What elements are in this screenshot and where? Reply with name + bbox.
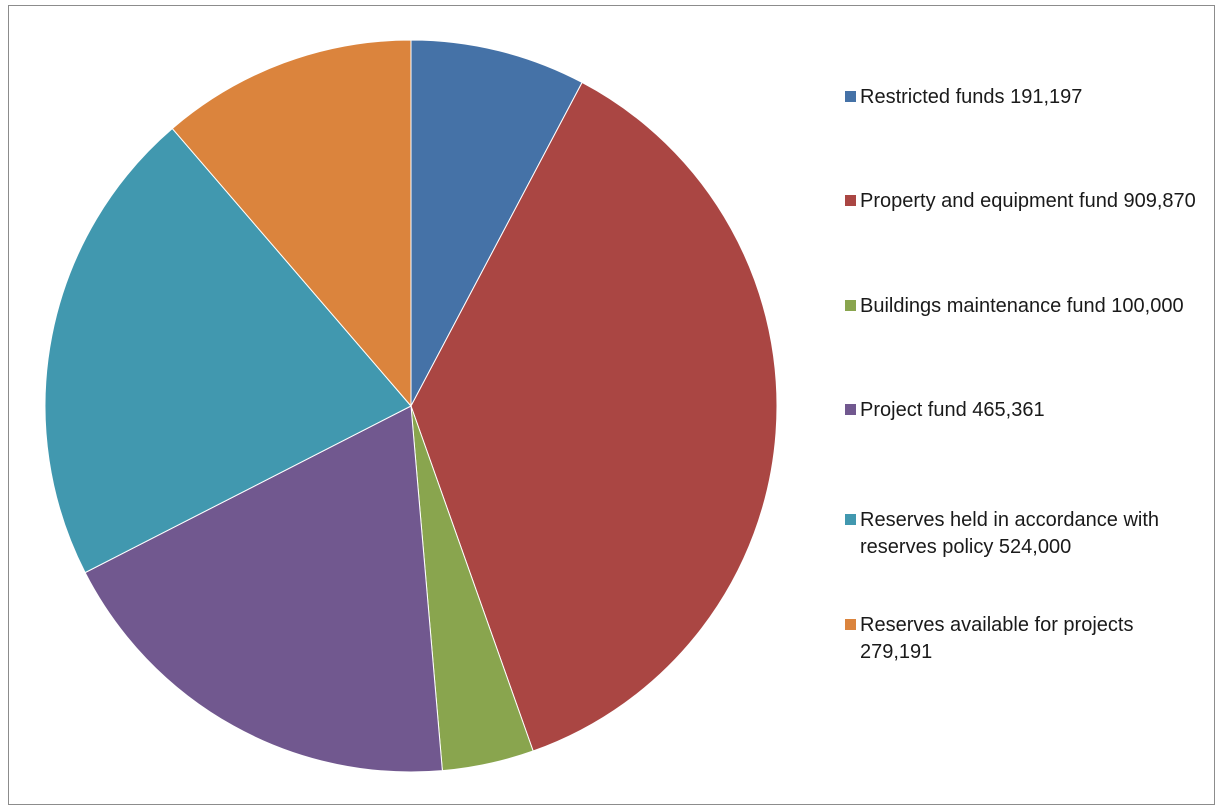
- legend-swatch: [845, 404, 856, 415]
- pie-chart: [44, 39, 778, 773]
- legend-item-reserves-available: Reserves available for projects 279,191: [845, 612, 1200, 666]
- pie-slice-reserves-available: [171, 39, 412, 408]
- legend-label: Reserves held in accordance with reserve…: [860, 509, 1160, 558]
- pie-slice-reserves-policy: [44, 127, 412, 574]
- chart-area: Restricted funds 191,197 Property and eq…: [8, 5, 1215, 805]
- pie-slice-restricted-funds: [410, 39, 583, 407]
- legend-label: Buildings maintenance fund 100,000: [860, 295, 1184, 317]
- legend-item-restricted-funds: Restricted funds 191,197: [845, 84, 1200, 111]
- legend-swatch: [845, 91, 856, 102]
- legend-swatch: [845, 300, 856, 311]
- legend-item-project-fund: Project fund 465,361: [845, 397, 1200, 424]
- legend-label: Reserves available for projects 279,191: [860, 614, 1134, 663]
- legend-label: Project fund 465,361: [860, 399, 1045, 421]
- legend-label: Restricted funds 191,197: [860, 86, 1083, 108]
- legend-item-buildings-maintenance-fund: Buildings maintenance fund 100,000: [845, 293, 1200, 320]
- legend-item-property-equipment-fund: Property and equipment fund 909,870: [845, 188, 1200, 215]
- legend-item-reserves-policy: Reserves held in accordance with reserve…: [845, 507, 1200, 561]
- pie-slice-property-equipment-fund: [410, 81, 778, 752]
- legend-swatch: [845, 195, 856, 206]
- legend-label: Property and equipment fund 909,870: [860, 190, 1196, 212]
- legend-swatch: [845, 619, 856, 630]
- legend-swatch: [845, 514, 856, 525]
- pie-slice-project-fund: [84, 405, 443, 773]
